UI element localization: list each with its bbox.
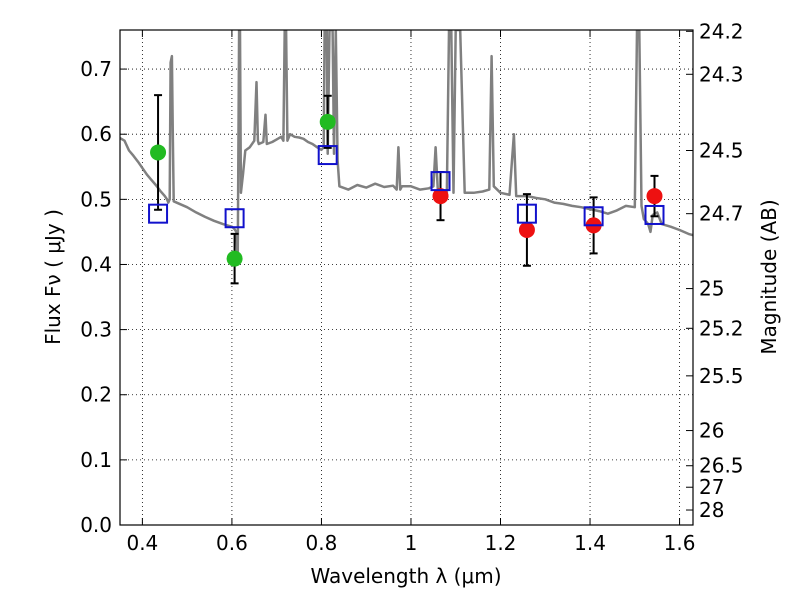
x-tick-label: 0.6: [216, 531, 248, 555]
model-flux-square: [583, 206, 604, 227]
y-tick-label: 0.0: [80, 513, 112, 537]
photometry-point: [150, 144, 167, 161]
photometry-point: [518, 221, 535, 238]
photometry-point: [226, 250, 243, 267]
grid: [120, 30, 693, 526]
y2-tick-label: 25: [699, 277, 724, 301]
spectrum-line: [120, 30, 693, 266]
x-tick-label: 0.8: [306, 531, 338, 555]
y2-tick-label: 24.7: [699, 202, 744, 226]
y2-tick-label: 24.5: [699, 138, 744, 162]
y2-tick-label: 26.5: [699, 454, 744, 478]
x-tick-label: 1.4: [574, 531, 606, 555]
y-tick-label: 0.4: [80, 252, 112, 276]
x-axis-title: Wavelength λ (μm): [310, 564, 501, 588]
x-tick-label: 1: [405, 531, 418, 555]
x-tick-label: 0.4: [126, 531, 158, 555]
model-spectrum: [120, 30, 693, 266]
data-markers: [148, 94, 665, 285]
y2-tick-label: 26: [699, 419, 724, 443]
y2-tick-label: 25.2: [699, 316, 744, 340]
y-tick-label: 0.7: [80, 57, 112, 81]
plot-frame: [119, 29, 694, 526]
x-tick-label: 1.6: [664, 531, 696, 555]
model-flux-square: [430, 171, 451, 192]
y2-tick-label: 24.3: [699, 62, 744, 86]
model-flux-square: [224, 208, 245, 229]
y-tick-label: 0.5: [80, 187, 112, 211]
model-flux-square: [644, 204, 665, 225]
model-flux-square: [148, 203, 169, 224]
y2-axis-title: Magnitude (AB): [757, 199, 781, 354]
photometry-point: [432, 188, 449, 205]
y-axis-title: Flux Fν ( μJy ): [41, 209, 65, 345]
tick-labels: 0.4 0.6 0.8 1 1.2 1.4 1.6 0.0 0.1 0.2 0.3 0.4 0.5 0.6…: [80, 19, 743, 555]
y-tick-label: 0.3: [80, 318, 112, 342]
y2-tick-label: 28: [699, 498, 724, 522]
model-flux-square: [516, 203, 537, 224]
model-flux-square: [317, 145, 338, 166]
y2-tick-label: 25.5: [699, 364, 744, 388]
photometry-point: [646, 188, 663, 205]
plot-background: [120, 30, 693, 525]
y-tick-label: 0.1: [80, 448, 112, 472]
ticks: [120, 30, 693, 526]
y-tick-label: 0.2: [80, 383, 112, 407]
y-tick-label: 0.6: [80, 122, 112, 146]
y2-tick-label: 24.2: [699, 19, 744, 43]
x-tick-label: 1.2: [485, 531, 517, 555]
photometry-point: [319, 113, 336, 130]
y2-tick-label: 27: [699, 475, 724, 499]
